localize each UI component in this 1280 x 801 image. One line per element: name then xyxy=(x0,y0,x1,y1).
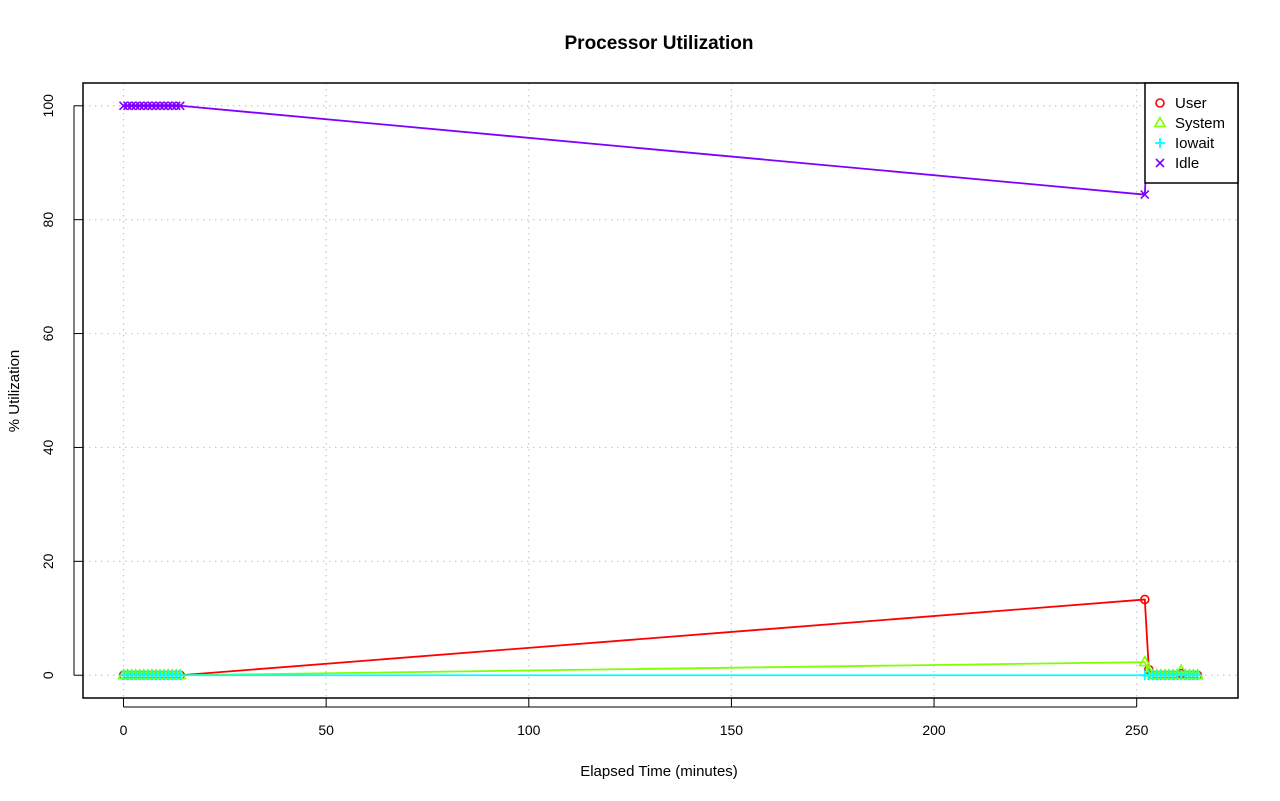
legend-item-iowait: Iowait xyxy=(1155,135,1215,152)
plot-frame xyxy=(82,82,1239,699)
legend-marker-iowait xyxy=(1155,138,1165,148)
legend-label-system: System xyxy=(1175,115,1225,132)
y-tick-label: 0 xyxy=(40,671,56,679)
x-tick-label: 0 xyxy=(120,722,128,738)
series-iowait xyxy=(118,670,1203,681)
legend-item-system: System xyxy=(1153,115,1225,132)
series-user xyxy=(118,594,1203,681)
legend-item-user: User xyxy=(1155,95,1207,112)
data-point-idle xyxy=(155,101,165,111)
data-point-idle xyxy=(143,101,153,111)
data-point-idle xyxy=(163,101,173,111)
legend-marker-user xyxy=(1155,98,1165,108)
series-idle xyxy=(118,101,1203,200)
data-point-user xyxy=(1139,594,1150,605)
y-axis-label: % Utilization xyxy=(6,350,23,433)
data-point-idle xyxy=(147,101,157,111)
data-point-idle xyxy=(135,101,145,111)
y-tick-label: 60 xyxy=(40,326,56,342)
legend-marker-idle xyxy=(1155,158,1165,168)
legend-marker-system xyxy=(1153,115,1167,128)
y-tick-label: 40 xyxy=(40,439,56,455)
data-point-idle xyxy=(123,101,133,111)
data-point-idle xyxy=(118,101,129,111)
series-layer xyxy=(117,101,1204,681)
y-tick-label: 80 xyxy=(40,212,56,228)
data-point-idle xyxy=(171,101,181,111)
data-point-idle xyxy=(1140,190,1150,200)
y-tick-label: 100 xyxy=(40,94,56,118)
data-point-idle xyxy=(151,101,161,111)
data-point-idle xyxy=(167,101,177,111)
legend-item-idle: Idle xyxy=(1155,155,1199,172)
data-point-idle xyxy=(139,101,149,111)
y-tick-label: 20 xyxy=(40,553,56,569)
x-tick-label: 100 xyxy=(517,722,541,738)
data-point-iowait xyxy=(1192,670,1203,681)
data-point-idle xyxy=(159,101,169,111)
x-tick-label: 150 xyxy=(720,722,744,738)
series-line-idle xyxy=(123,104,1198,196)
data-point-idle xyxy=(127,101,137,111)
data-point-iowait xyxy=(175,670,186,681)
legend-label-iowait: Iowait xyxy=(1175,135,1215,152)
legend-label-user: User xyxy=(1175,95,1207,112)
data-point-idle xyxy=(131,101,141,111)
legend-label-idle: Idle xyxy=(1175,155,1199,172)
x-tick-label: 250 xyxy=(1125,722,1149,738)
data-point-system xyxy=(1138,654,1152,667)
series-line-system xyxy=(123,661,1198,677)
x-axis: 0 50 100 150 200 250 xyxy=(120,698,1149,738)
legend: User System Iowait Idle xyxy=(1144,82,1239,184)
y-axis: 0 20 40 60 80 100 xyxy=(40,94,83,679)
chart-title: Processor Utilization xyxy=(565,33,754,54)
x-tick-label: 200 xyxy=(922,722,946,738)
x-axis-label: Elapsed Time (minutes) xyxy=(580,763,738,780)
x-tick-label: 50 xyxy=(318,722,334,738)
data-point-idle xyxy=(175,101,185,111)
